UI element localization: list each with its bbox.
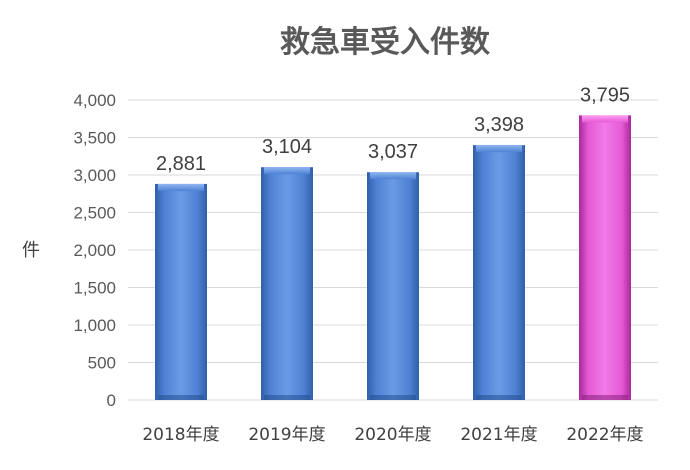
y-tick-label: 2,500 (73, 204, 116, 223)
bar-2021年度 (473, 145, 525, 400)
x-axis-ticks: 2018年度 2019年度 2020年度 2021年度 2022年度 (142, 425, 643, 445)
bar-cap (370, 172, 416, 180)
chart-title: 救急車受入件数 (280, 25, 491, 60)
x-tick-label: 2022年度 (566, 425, 643, 445)
data-label: 3,795 (580, 84, 630, 106)
bar-body (579, 115, 631, 400)
bar-body (473, 145, 525, 400)
y-tick-label: 0 (107, 391, 116, 410)
bar-2020年度 (367, 172, 419, 400)
x-tick-label: 2019年度 (248, 425, 325, 445)
bar-body (155, 183, 207, 400)
bar-base (476, 395, 522, 400)
bar-cap (582, 115, 628, 123)
bar-2018年度 (155, 183, 207, 400)
data-label: 3,037 (368, 141, 418, 163)
bars (155, 115, 631, 400)
data-label: 3,398 (474, 114, 524, 136)
y-tick-label: 3,000 (73, 166, 116, 185)
bar-base (264, 395, 310, 400)
y-tick-label: 2,000 (73, 241, 116, 260)
bar-base (370, 395, 416, 400)
bar-cap (264, 167, 310, 175)
x-tick-label: 2018年度 (142, 425, 219, 445)
bar-2019年度 (261, 167, 313, 400)
y-axis-label: 件 (22, 240, 40, 261)
bar-body (261, 167, 313, 400)
y-tick-label: 1,500 (73, 279, 116, 298)
x-tick-label: 2020年度 (354, 425, 431, 445)
y-tick-label: 4,000 (73, 91, 116, 110)
bar-2022年度 (579, 115, 631, 400)
data-labels: 2,881 3,104 3,037 3,398 3,795 (156, 84, 630, 175)
bar-base (582, 395, 628, 400)
bar-body (367, 172, 419, 400)
bar-cap (476, 145, 522, 153)
y-tick-label: 1,000 (73, 316, 116, 335)
bar-cap (158, 183, 204, 191)
data-label: 2,881 (156, 153, 206, 175)
y-tick-label: 500 (88, 354, 116, 373)
bar-base (158, 395, 204, 400)
data-label: 3,104 (262, 136, 312, 158)
x-tick-label: 2021年度 (460, 425, 537, 445)
y-tick-label: 3,500 (73, 129, 116, 148)
y-axis-ticks: 0 500 1,000 1,500 2,000 2,500 3,000 3,500 4,000 (73, 91, 116, 410)
